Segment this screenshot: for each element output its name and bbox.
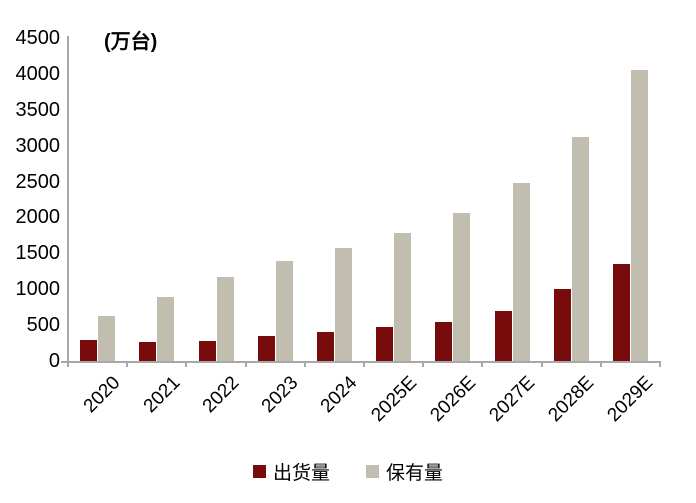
x-axis-label-2022: 2022 — [198, 372, 244, 418]
x-axis-line — [61, 361, 661, 363]
x-axis-tick — [185, 362, 188, 367]
y-axis-line — [67, 36, 69, 362]
x-axis-label-2023: 2023 — [257, 372, 303, 418]
bar-保有量-2021 — [157, 297, 175, 361]
bar-保有量-2024 — [334, 247, 352, 361]
x-axis-tick — [67, 362, 69, 367]
y-axis-label-0: 0 — [48, 350, 60, 372]
axis-unit-label: (万台) — [104, 31, 158, 53]
bar-group-2021 — [127, 38, 186, 361]
bar-保有量-2025E — [394, 233, 412, 361]
y-axis-label-1000: 1000 — [15, 278, 61, 301]
y-axis-label-4500: 4500 — [15, 27, 61, 49]
x-axis-label-2029E: 2029E — [603, 372, 658, 426]
bar-保有量-2026E — [453, 213, 471, 361]
legend-label: 保有量 — [386, 463, 444, 484]
y-axis-label-2500: 2500 — [15, 170, 61, 193]
legend-item-保有量: 保有量 — [366, 458, 443, 485]
bar-保有量-2029E — [630, 69, 648, 361]
bar-group-2025E — [364, 38, 423, 361]
x-axis-label-2027E: 2027E — [485, 372, 540, 426]
bar-出货量-2029E — [612, 264, 630, 361]
x-axis-label-2026E: 2026E — [426, 372, 480, 426]
bar-group-2028E — [542, 38, 601, 361]
bar-出货量-2022 — [198, 340, 216, 361]
bar-group-2023 — [246, 38, 305, 361]
bar-出货量-2026E — [435, 321, 453, 361]
bar-group-2024 — [305, 38, 364, 361]
x-axis-tick — [303, 362, 306, 367]
bar-保有量-2028E — [571, 137, 589, 361]
y-axis-label-1500: 1500 — [15, 242, 61, 265]
x-axis-label-2024: 2024 — [316, 372, 362, 418]
x-axis-tick — [244, 362, 247, 367]
bar-group-2020 — [68, 38, 127, 361]
x-axis-label-2028E: 2028E — [544, 372, 599, 426]
x-axis-tick — [363, 362, 365, 367]
bar-出货量-2025E — [376, 327, 394, 361]
plot-area — [68, 38, 660, 361]
x-axis-tick — [422, 362, 425, 367]
x-axis-tick — [540, 362, 543, 367]
bar-出货量-2023 — [257, 335, 275, 361]
x-axis-tick — [481, 362, 484, 367]
bar-group-2022 — [186, 38, 245, 361]
bar-出货量-2027E — [494, 310, 512, 361]
legend-label: 出货量 — [272, 463, 330, 484]
bar-group-2029E — [601, 38, 660, 361]
x-axis-label-2021: 2021 — [139, 372, 184, 418]
y-axis-label-4000: 4000 — [15, 62, 61, 85]
bar-group-2026E — [423, 38, 482, 361]
bar-出货量-2020 — [80, 340, 98, 361]
y-axis-label-3000: 3000 — [15, 134, 61, 157]
bar-保有量-2020 — [98, 315, 116, 361]
bar-出货量-2024 — [316, 332, 334, 361]
bar-保有量-2022 — [216, 277, 234, 361]
bar-出货量-2021 — [139, 342, 157, 361]
y-axis-label-2000: 2000 — [15, 206, 61, 229]
x-axis-tick — [659, 362, 661, 367]
x-axis-label-2020: 2020 — [79, 372, 125, 418]
chart-legend: 出货量 保有量 — [0, 458, 696, 485]
y-axis-label-3500: 3500 — [15, 98, 61, 121]
bar-保有量-2023 — [275, 261, 293, 361]
x-axis-tick — [126, 362, 129, 367]
legend-swatch-icon — [366, 465, 379, 478]
bar-保有量-2027E — [512, 183, 530, 361]
y-axis-label-500: 500 — [26, 314, 60, 337]
x-axis-tick — [599, 362, 602, 367]
legend-item-出货量: 出货量 — [252, 458, 330, 485]
bar-group-2027E — [482, 38, 541, 361]
x-axis-label-2025E: 2025E — [367, 372, 421, 426]
legend-swatch-icon — [252, 465, 266, 478]
bar-出货量-2028E — [553, 289, 571, 361]
